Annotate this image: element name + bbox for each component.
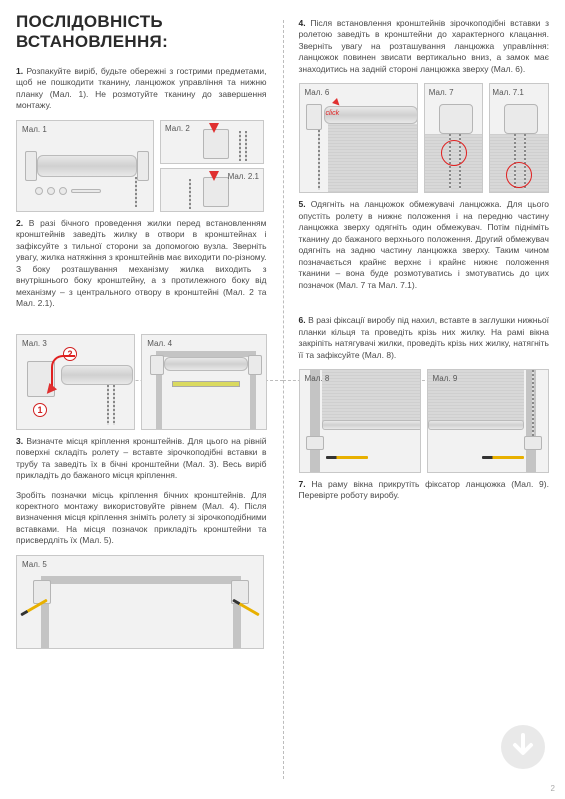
figure-4: Мал. 4 [141, 334, 266, 430]
watermark-icon [499, 723, 547, 771]
page-title: ПОСЛІДОВНІСТЬ ВСТАНОВЛЕННЯ: [16, 12, 267, 52]
figure-row-2: Мал. 3 1 2 Мал. 4 [16, 334, 267, 430]
marker-1: 1 [33, 403, 47, 417]
figure-row-4: Мал. 6 click Мал. 7 Мал. 7.1 [299, 83, 550, 193]
step-3-num: 3. [16, 436, 23, 446]
figure-2: Мал. 2 [160, 120, 264, 164]
step-4-text: 4. Після встановлення кронштейнів зірочк… [299, 18, 550, 75]
step-3b-text: Зробіть позначки місць кріплення бічних … [16, 490, 267, 547]
click-label: click [326, 110, 340, 117]
fig3-label: Мал. 3 [22, 339, 47, 348]
step-1-num: 1. [16, 66, 23, 76]
figure-1: Мал. 1 [16, 120, 154, 212]
step-2-num: 2. [16, 218, 23, 228]
figure-row-5: Мал. 8 Мал. 9 [299, 369, 550, 473]
figure-6: Мал. 6 click [299, 83, 418, 193]
fig4-label: Мал. 4 [147, 339, 172, 348]
figure-8: Мал. 8 [299, 369, 421, 473]
figure-row-1: Мал. 1 Мал. 2 Мал. 2.1 [16, 120, 267, 212]
step-6-num: 6. [299, 315, 306, 325]
step-5-num: 5. [299, 199, 306, 209]
left-column: ПОСЛІДОВНІСТЬ ВСТАНОВЛЕННЯ: 1. Розпакуйт… [0, 0, 283, 799]
figure-5: Мал. 5 [16, 555, 264, 649]
step-6-body: В разі фіксації виробу під нахил, вставт… [299, 315, 550, 359]
page-number: 2 [551, 784, 555, 793]
step-4-num: 4. [299, 18, 306, 28]
step-4-body: Після встановлення кронштейнів зірочкопо… [299, 18, 550, 74]
figure-3: Мал. 3 1 2 [16, 334, 135, 430]
figure-9: Мал. 9 [427, 369, 549, 473]
fig7-1-label: Мал. 7.1 [492, 88, 523, 97]
step-2-body: В разі бічного проведення жилки перед вс… [16, 218, 267, 308]
step-7-text: 7. На раму вікна прикрутіть фіксатор лан… [299, 479, 550, 502]
fig6-label: Мал. 6 [305, 88, 330, 97]
fig2-label: Мал. 2 [165, 124, 190, 133]
fig9-label: Мал. 9 [433, 374, 458, 383]
step-3a-text: 3. Визначте місця кріплення кронштейнів.… [16, 436, 267, 482]
figure-row-3: Мал. 5 [16, 555, 267, 649]
step-5-body: Одягніть на ланцюжок обмежувачі ланцюжка… [299, 199, 550, 289]
step-3a-body: Визначте місця кріплення кронштейнів. Дл… [16, 436, 267, 480]
fig8-label: Мал. 8 [305, 374, 330, 383]
fig5-label: Мал. 5 [22, 560, 47, 569]
figure-7: Мал. 7 [424, 83, 484, 193]
step-2-text: 2. В разі бічного проведення жилки перед… [16, 218, 267, 310]
step-5-text: 5. Одягніть на ланцюжок обмежувачі ланцю… [299, 199, 550, 291]
figure-7-1: Мал. 7.1 [489, 83, 549, 193]
fig7-label: Мал. 7 [429, 88, 454, 97]
step-3b-body: Зробіть позначки місць кріплення бічних … [16, 490, 267, 546]
right-column: 4. Після встановлення кронштейнів зірочк… [283, 0, 565, 799]
step-7-num: 7. [299, 479, 306, 489]
fig1-label: Мал. 1 [22, 125, 47, 134]
step-1-text: 1. Розпакуйте виріб, будьте обережні з г… [16, 66, 267, 112]
step-1-body: Розпакуйте виріб, будьте обережні з гост… [16, 66, 267, 110]
figure-2-1: Мал. 2.1 [160, 168, 264, 212]
step-6-text: 6. В разі фіксації виробу під нахил, вст… [299, 315, 550, 361]
step-7-body: На раму вікна прикрутіть фіксатор ланцюж… [299, 479, 549, 500]
fig2-1-label: Мал. 2.1 [228, 172, 259, 181]
